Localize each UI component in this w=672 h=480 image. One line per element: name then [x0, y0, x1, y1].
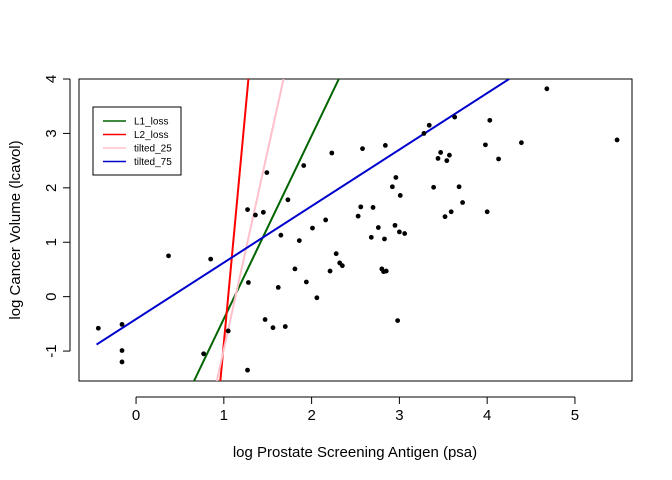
legend-label: tilted_25	[134, 144, 172, 155]
data-point	[264, 170, 270, 175]
y-tick-label: 2	[43, 184, 60, 192]
plot-frame	[78, 78, 633, 382]
data-point	[301, 163, 307, 168]
data-point	[395, 318, 401, 323]
data-point	[360, 146, 365, 152]
x-tick-label: 2	[307, 407, 315, 424]
y-tick-label: -1	[43, 344, 60, 357]
data-point	[487, 117, 493, 123]
legend-label: L2_loss	[134, 130, 168, 141]
data-point	[262, 317, 268, 322]
regression-lines	[96, 79, 510, 381]
data-point	[496, 156, 501, 162]
data-point	[292, 266, 298, 272]
data-point	[285, 197, 291, 203]
data-point	[208, 256, 214, 262]
data-point	[314, 295, 320, 301]
data-point	[438, 150, 444, 155]
data-point	[275, 285, 281, 290]
data-point	[296, 238, 302, 244]
data-point	[339, 263, 345, 269]
x-tick-label: 1	[220, 407, 228, 424]
data-point	[166, 253, 171, 259]
data-point	[393, 175, 399, 180]
data-point	[375, 225, 381, 230]
data-point	[421, 131, 427, 136]
data-point	[519, 140, 524, 146]
data-point	[382, 142, 388, 148]
data-point	[333, 251, 339, 257]
legend-label: L1_loss	[134, 117, 168, 128]
data-point	[431, 184, 437, 190]
data-point	[456, 184, 462, 190]
data-point	[614, 137, 620, 143]
data-point	[402, 231, 408, 236]
y-tick-label: 0	[43, 292, 60, 300]
data-point	[246, 280, 251, 285]
data-point	[253, 212, 258, 218]
data-point	[483, 142, 488, 148]
data-point	[435, 156, 441, 161]
data-point	[389, 184, 395, 190]
data-point	[245, 207, 250, 212]
data-point	[368, 234, 374, 240]
data-point	[119, 348, 125, 353]
data-point	[426, 122, 432, 128]
data-point	[201, 351, 207, 357]
data-point	[448, 209, 454, 215]
data-point	[397, 193, 403, 198]
data-point	[370, 205, 376, 210]
data-point	[270, 325, 276, 331]
data-point	[260, 209, 266, 215]
data-point	[327, 268, 333, 274]
x-tick-label: 5	[571, 407, 579, 424]
data-point	[282, 324, 288, 329]
legend-label: tilted_75	[134, 157, 172, 168]
data-point	[392, 222, 398, 228]
data-point	[95, 325, 101, 331]
data-point	[119, 322, 125, 327]
data-point	[355, 213, 361, 219]
data-point	[119, 359, 125, 365]
data-point	[323, 217, 329, 223]
data-point	[452, 114, 458, 120]
series-line-tilted-75	[96, 79, 510, 346]
data-point	[447, 152, 452, 158]
legend: L1_loss L2_loss tilted_25 tilted_75	[92, 106, 182, 176]
data-point	[383, 268, 389, 274]
data-point	[460, 200, 465, 205]
y-tick-label: 1	[43, 238, 60, 246]
data-point	[329, 150, 335, 156]
data-point	[442, 214, 448, 220]
y-tick-label: 4	[43, 75, 60, 83]
data-point	[544, 86, 550, 92]
x-axis: 0 1 2 3 4 5	[132, 396, 579, 424]
data-point	[303, 279, 309, 285]
series-line-L2-loss	[219, 79, 250, 381]
x-axis-title: log Prostate Screening Antigen (psa)	[233, 444, 477, 461]
data-point	[245, 367, 250, 373]
data-point	[278, 232, 284, 238]
data-point	[382, 236, 387, 242]
series-line-L1-loss	[193, 79, 340, 381]
data-point	[396, 229, 402, 235]
x-tick-label: 0	[132, 407, 140, 424]
y-axis: -1 0 1 2 3 4	[43, 75, 71, 358]
x-tick-label: 4	[483, 407, 491, 424]
data-point	[358, 204, 364, 210]
data-point	[225, 328, 231, 334]
data-points	[95, 86, 620, 373]
x-tick-label: 3	[395, 407, 403, 424]
data-point	[310, 225, 315, 231]
data-point	[484, 209, 490, 215]
legend-box	[92, 106, 182, 176]
y-tick-label: 3	[43, 129, 60, 137]
y-axis-title: log Cancer Volume (lcavol)	[7, 140, 24, 319]
data-point	[444, 158, 450, 164]
